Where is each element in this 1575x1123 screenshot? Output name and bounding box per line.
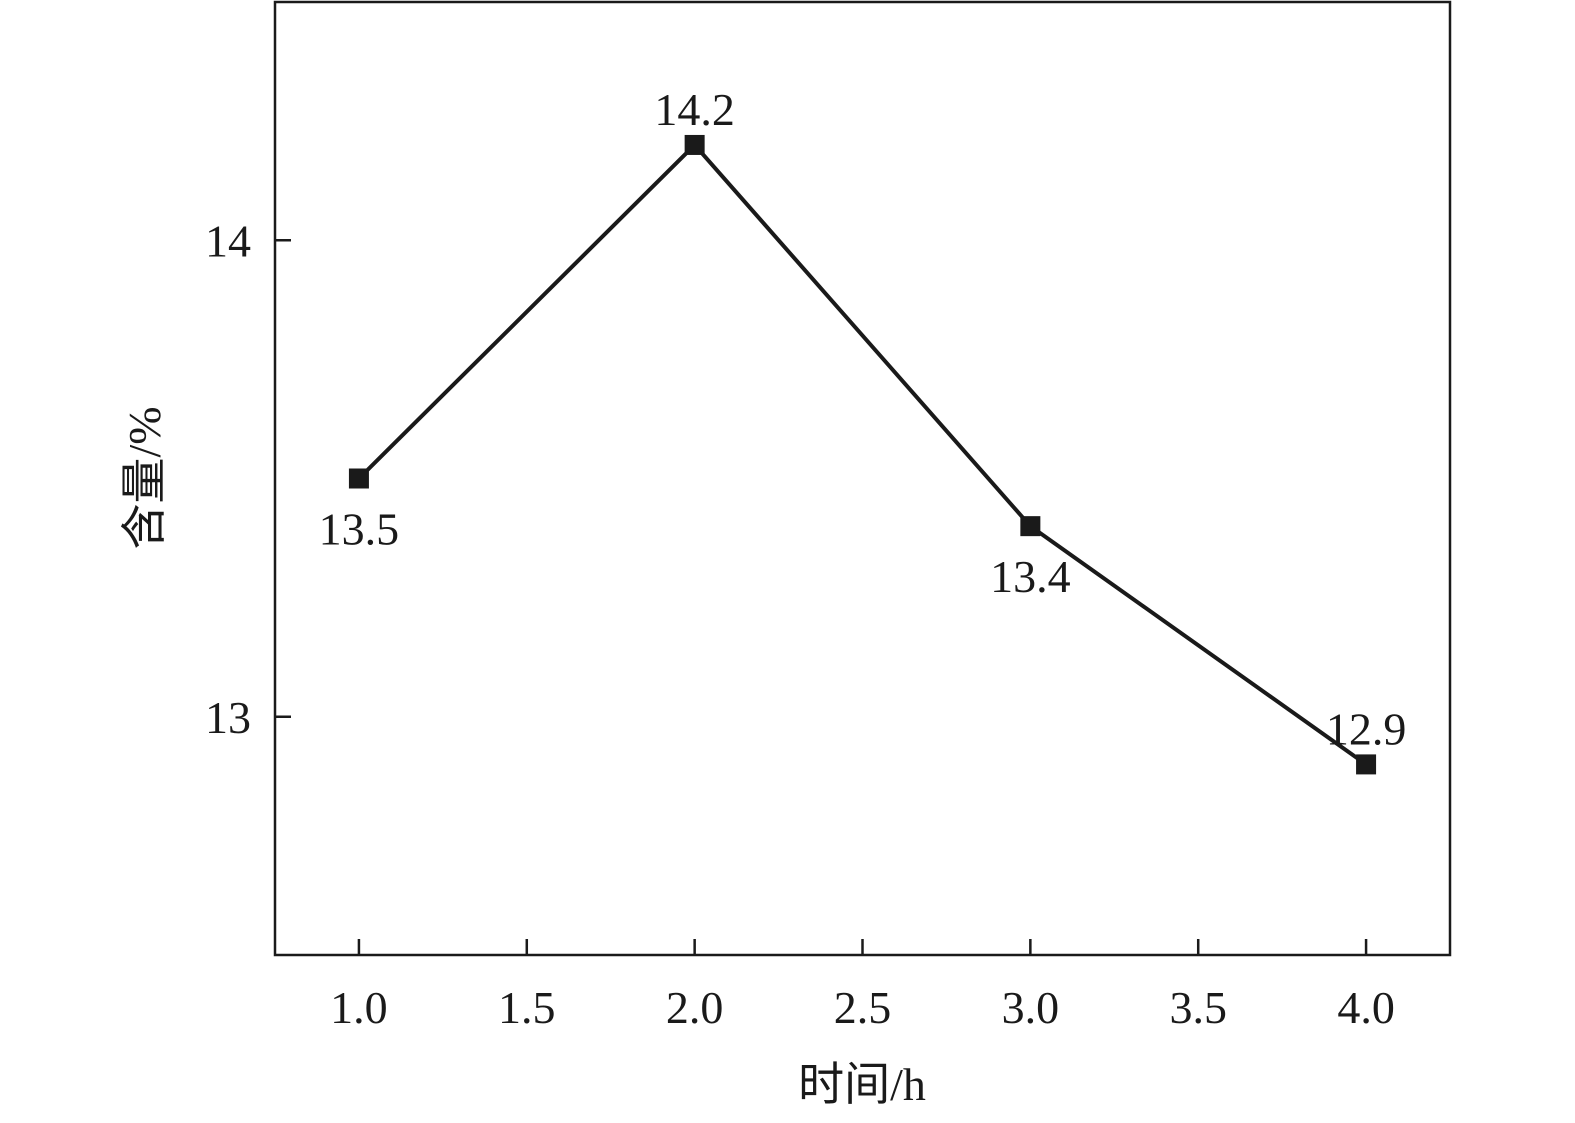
y-tick-label: 13	[205, 692, 251, 743]
plot-frame	[273, 0, 1452, 957]
data-label: 14.2	[654, 84, 735, 135]
data-point-marker	[348, 468, 369, 489]
data-label: 13.5	[319, 504, 400, 555]
x-tick-label: 1.0	[330, 982, 388, 1033]
x-tick-label: 3.0	[1002, 982, 1060, 1033]
y-tick-label: 14	[205, 215, 251, 266]
data-point-marker	[684, 134, 705, 155]
data-point-marker	[1356, 754, 1377, 775]
x-tick-label: 1.5	[498, 982, 556, 1033]
data-point-marker	[1020, 516, 1041, 537]
series-line	[357, 142, 1368, 767]
x-tick-label: 2.5	[834, 982, 892, 1033]
x-tick-label: 2.0	[666, 982, 724, 1033]
x-axis-title: 时间/h	[798, 1059, 926, 1110]
x-tick-label: 4.0	[1337, 982, 1395, 1033]
y-axis-title: 含量/%	[119, 406, 170, 549]
data-label: 12.9	[1326, 703, 1407, 754]
x-tick-label: 3.5	[1169, 982, 1227, 1033]
data-label: 13.4	[990, 551, 1071, 602]
